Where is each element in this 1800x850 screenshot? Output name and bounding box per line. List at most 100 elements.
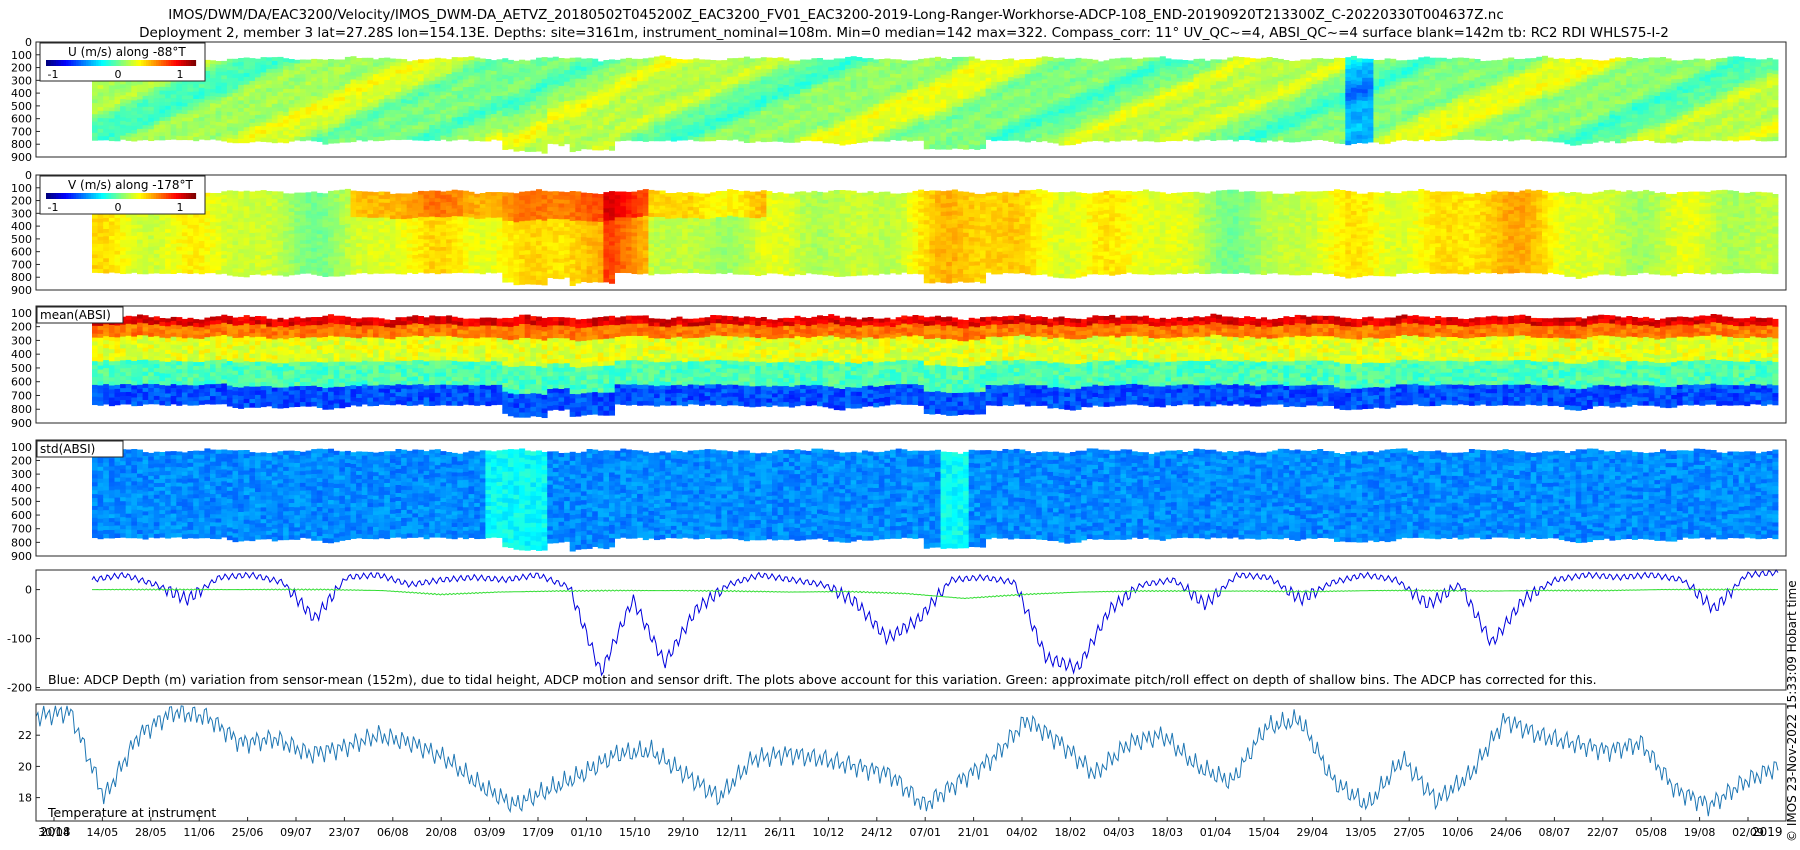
heatmap-cell [688, 125, 694, 129]
heatmap-cell [1087, 78, 1093, 82]
heatmap-cell [603, 109, 609, 114]
heatmap-cell [806, 71, 812, 75]
heatmap-cell [913, 108, 919, 112]
heatmap-cell [750, 89, 756, 93]
heatmap-cell [1047, 127, 1053, 131]
heatmap-cell [120, 103, 126, 107]
heatmap-cell [452, 132, 458, 136]
heatmap-cell [868, 66, 874, 70]
heatmap-cell [283, 116, 289, 120]
heatmap-cell [452, 114, 458, 118]
heatmap-cell [1059, 105, 1065, 109]
heatmap-cell [727, 95, 733, 99]
heatmap-cell [519, 80, 525, 85]
heatmap-cell [457, 124, 463, 128]
heatmap-cell [564, 78, 570, 82]
heatmap-cell [834, 117, 840, 121]
heatmap-cell [278, 127, 284, 131]
heatmap-cell [890, 114, 896, 118]
heatmap-cell [648, 99, 654, 103]
heatmap-cell [705, 111, 711, 115]
heatmap-cell [351, 76, 357, 80]
heatmap-cell [424, 89, 430, 93]
heatmap-cell [620, 74, 626, 78]
heatmap-cell [238, 66, 244, 70]
heatmap-cell [1002, 89, 1008, 93]
heatmap-cell [1031, 111, 1037, 115]
heatmap-cell [963, 95, 969, 100]
heatmap-cell [519, 122, 525, 127]
heatmap-cell [626, 99, 632, 103]
heatmap-cell [519, 105, 525, 110]
heatmap-cell [677, 136, 683, 140]
heatmap-cell [120, 121, 126, 125]
heatmap-cell [946, 112, 952, 117]
heatmap-cell [334, 128, 340, 132]
heatmap-cell [581, 71, 587, 76]
heatmap-cell [1076, 81, 1082, 85]
heatmap-cell [463, 87, 469, 91]
heatmap-cell [671, 107, 677, 111]
heatmap-cell [761, 65, 767, 69]
heatmap-cell [823, 86, 829, 90]
heatmap-cell [862, 104, 868, 108]
heatmap-cell [1070, 117, 1076, 121]
heatmap-cell [542, 88, 548, 93]
heatmap-cell [778, 118, 784, 122]
heatmap-cell [334, 109, 340, 113]
heatmap-cell [935, 145, 941, 150]
heatmap-cell [733, 80, 739, 84]
heatmap-cell [322, 117, 328, 121]
heatmap-cell [795, 75, 801, 79]
heatmap-cell [497, 89, 503, 93]
heatmap-cell [1053, 58, 1059, 62]
heatmap-cell [969, 124, 975, 129]
heatmap-cell [834, 113, 840, 117]
heatmap-cell [665, 61, 671, 65]
heatmap-cell [924, 63, 930, 68]
heatmap-cell [154, 87, 160, 91]
heatmap-cell [171, 94, 177, 98]
heatmap-cell [851, 72, 857, 76]
heatmap-cell [317, 97, 323, 101]
heatmap-cell [553, 128, 559, 132]
heatmap-cell [660, 56, 666, 60]
heatmap-cell [682, 100, 688, 104]
heatmap-cell [345, 76, 351, 80]
heatmap-cell [1008, 133, 1014, 137]
heatmap-cell [480, 70, 486, 74]
heatmap-cell [294, 107, 300, 111]
heatmap-cell [778, 92, 784, 96]
heatmap-cell [339, 78, 345, 82]
heatmap-cell [924, 116, 930, 121]
heatmap-cell [553, 100, 559, 104]
heatmap-cell [424, 133, 430, 137]
heatmap-cell [233, 124, 239, 128]
heatmap-cell [469, 110, 475, 114]
heatmap-cell [840, 86, 846, 90]
heatmap-cell [300, 133, 306, 137]
heatmap-cell [632, 130, 638, 134]
heatmap-cell [508, 129, 514, 134]
heatmap-cell [806, 100, 812, 104]
heatmap-cell [570, 58, 576, 63]
heatmap-cell [176, 106, 182, 110]
heatmap-cell [1036, 73, 1042, 77]
heatmap-cell [952, 115, 958, 120]
heatmap-cell [896, 70, 902, 74]
heatmap-cell [716, 111, 722, 115]
heatmap-cell [480, 104, 486, 108]
heatmap-cell [609, 59, 615, 64]
heatmap-cell [800, 115, 806, 119]
heatmap-cell [103, 104, 109, 108]
heatmap-cell [924, 141, 930, 146]
heatmap-cell [519, 138, 525, 143]
heatmap-cell [896, 137, 902, 141]
heatmap-cell [221, 101, 227, 105]
heatmap-cell [924, 104, 930, 109]
heatmap-cell [497, 85, 503, 89]
heatmap-cell [789, 131, 795, 135]
heatmap-cell [474, 88, 480, 92]
heatmap-cell [103, 111, 109, 115]
heatmap-cell [424, 126, 430, 130]
